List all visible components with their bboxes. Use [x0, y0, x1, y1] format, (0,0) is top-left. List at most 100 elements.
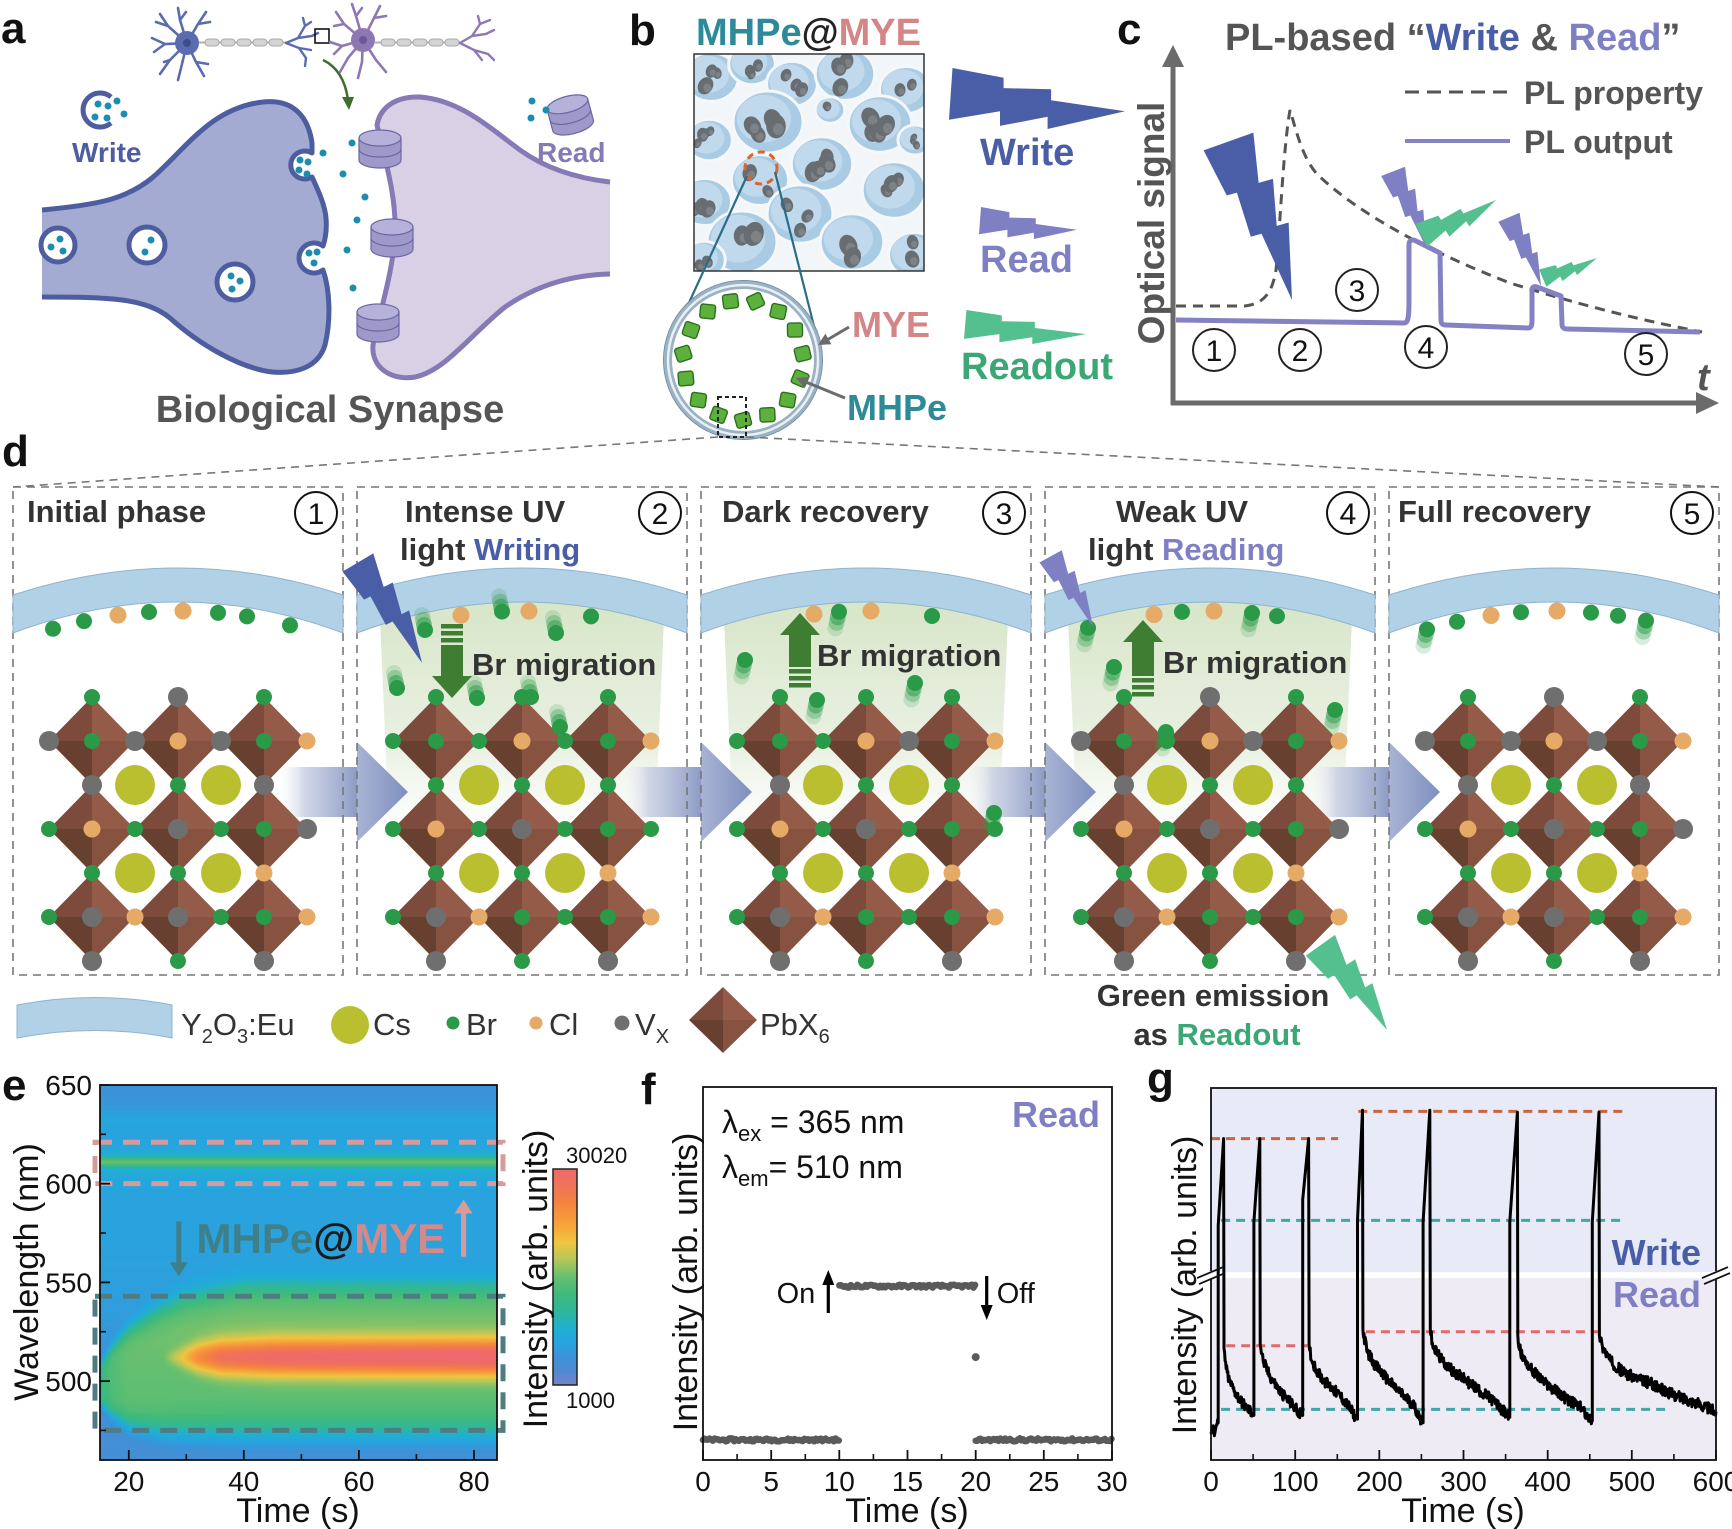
pore-shade [701, 133, 708, 140]
neuron-pair-illustration [150, 2, 496, 110]
arrow-stripe [1132, 685, 1154, 690]
zoom-line-right [773, 171, 819, 339]
br-atom [428, 733, 444, 749]
arrow-stripe [441, 624, 463, 629]
lambda-symbol: λ [722, 1149, 738, 1185]
br-atom [986, 805, 1002, 821]
octahedron-face [1511, 917, 1554, 961]
octahedron-face [1597, 829, 1640, 873]
vesicle [214, 261, 256, 303]
br-atom [1202, 909, 1218, 925]
octahedron-face [1597, 785, 1640, 829]
octahedron-face [92, 829, 135, 873]
porous-particle [694, 117, 734, 163]
cl-atom [427, 820, 445, 838]
myelin-segment [204, 38, 220, 47]
br-atom [1589, 821, 1605, 837]
data-point [971, 1353, 980, 1362]
vacancy-site [1544, 819, 1564, 839]
neurotransmitter [56, 235, 64, 243]
step-number: 3 [1349, 275, 1366, 308]
octahedron-face [823, 741, 866, 785]
cs-atom [889, 765, 929, 805]
pbx6-octahedron [1167, 785, 1253, 873]
br-atom [1174, 603, 1190, 620]
pore-shade [706, 206, 714, 216]
vacancy-site [770, 907, 790, 927]
step-marker-4: 4 [1404, 325, 1448, 369]
octahedron-subscript: 6 [819, 1026, 830, 1048]
pore-shade [799, 87, 807, 95]
cl-atom [1115, 820, 1133, 838]
cl-atom [1330, 732, 1348, 750]
octahedron-face [952, 917, 995, 961]
octahedron-face [1167, 829, 1210, 873]
read-label: Read [980, 239, 1073, 281]
octahedron-face [823, 917, 866, 961]
pore-shade [703, 83, 712, 93]
octahedron-face [723, 1020, 757, 1053]
neurotransmitter [47, 243, 55, 251]
octahedron-face [1124, 785, 1167, 829]
octahedron-face [436, 873, 479, 917]
read-label: Read [537, 137, 605, 168]
arrow-stripe [441, 631, 463, 636]
br-atom [523, 689, 539, 705]
x-tick-label: 300 [1440, 1466, 1487, 1497]
x-tick-label: 0 [1203, 1466, 1219, 1497]
pbx6-octahedron [1253, 873, 1339, 961]
octahedron-face [565, 741, 608, 785]
panel-g: g 0 100 200 300 400 500 600 Time (s) Intensity (… [1147, 1054, 1732, 1529]
pore-shade [826, 105, 831, 111]
myelin-segment [396, 38, 412, 47]
octahedron-face [1554, 873, 1597, 917]
br-atom [1632, 689, 1648, 705]
stage-subtitle-prefix: light [1088, 532, 1162, 567]
octahedron-face [866, 829, 909, 873]
particle-shell-outline [663, 280, 823, 440]
octahedron-face [436, 741, 479, 785]
receptor-icon [546, 94, 595, 136]
legend-cs-swatch [331, 1006, 369, 1044]
readout-emission-icon [964, 310, 1086, 344]
presynaptic-terminal-fill [42, 101, 329, 373]
presynaptic-membrane [41, 99, 332, 375]
receptor-band [370, 237, 414, 247]
br-atom [944, 821, 960, 837]
octahedron-face [1124, 829, 1167, 873]
receptor-icon [356, 303, 400, 343]
octahedron-face [909, 873, 952, 917]
stage-transition-arrowhead [701, 742, 752, 842]
stage-title: Intense UV [405, 494, 566, 529]
octahedron-face [522, 785, 565, 829]
octahedron-face [221, 829, 264, 873]
stage-subtitle-prefix: light [400, 532, 474, 567]
octahedron-face [135, 741, 178, 785]
br-atom [858, 865, 874, 881]
octahedron-face [608, 785, 651, 829]
panel-label-a: a [1, 4, 26, 53]
br-atom [428, 865, 444, 881]
step-circle [1404, 325, 1448, 369]
octahedron-face [565, 917, 608, 961]
migrating-br-atom [1240, 605, 1260, 638]
cs-atom [1577, 853, 1617, 893]
br-atom [858, 777, 874, 793]
receptor-band [356, 322, 400, 332]
br-atom [1449, 613, 1465, 630]
octahedron-face [1640, 697, 1683, 741]
read-intensity-plot: 0 5 10 15 20 25 30 Time (s) Intensity (arb. unit… [667, 1086, 1128, 1529]
arrow-shaft [441, 645, 463, 676]
arrow-down-icon [980, 1305, 993, 1320]
br-atom [514, 909, 530, 925]
cl-atom [1205, 602, 1223, 620]
octahedron-face [221, 741, 264, 785]
mhpe-nanocrystal [673, 344, 693, 363]
mhpe-decrease-arrow-head [169, 1262, 188, 1277]
octahedron-face [1081, 917, 1124, 961]
octahedron-face [1425, 873, 1468, 917]
selected-particle-marker [743, 150, 779, 186]
cs-atom [803, 765, 843, 805]
porous-particle [813, 95, 847, 125]
